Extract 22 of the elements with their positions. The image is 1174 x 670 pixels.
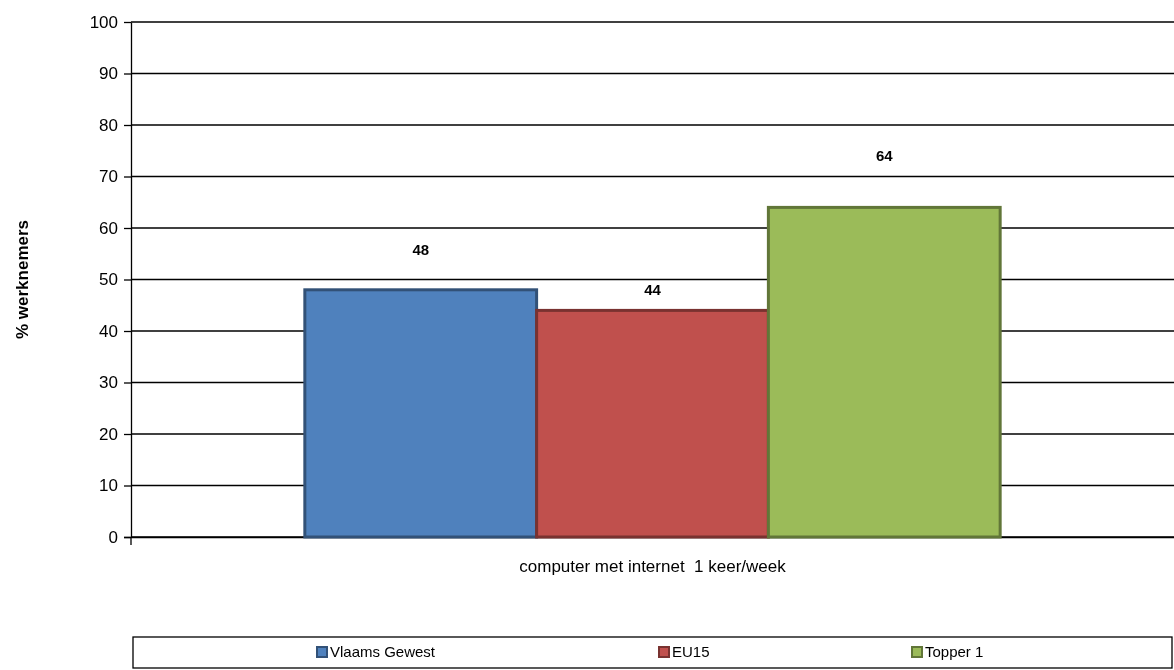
bar: [766, 205, 1002, 539]
y-tick-label: 0: [108, 527, 118, 547]
y-tick-label: 70: [99, 167, 118, 187]
y-tick-label: 100: [89, 12, 118, 32]
y-tick-label: 10: [99, 476, 118, 496]
legend-label: Vlaams Gewest: [330, 643, 436, 660]
y-tick-label: 50: [99, 270, 118, 290]
x-tick-label: computer met internet 1 keer/week: [519, 557, 787, 577]
y-tick-label: 90: [99, 64, 118, 84]
y-tick-label: 20: [99, 424, 118, 444]
y-tick-label: 80: [99, 115, 118, 135]
y-tick-label: 60: [99, 218, 118, 238]
bar: [535, 308, 770, 539]
legend-label: Topper 1: [925, 643, 984, 660]
y-tick-label: 30: [99, 373, 118, 393]
data-label: 44: [644, 281, 662, 299]
y-axis-title: % werknemers: [13, 219, 32, 340]
data-label: 64: [875, 147, 894, 165]
legend-label: EU15: [672, 643, 710, 660]
data-label: 48: [412, 240, 430, 258]
y-tick-label: 40: [99, 321, 118, 341]
bar: [303, 288, 539, 539]
